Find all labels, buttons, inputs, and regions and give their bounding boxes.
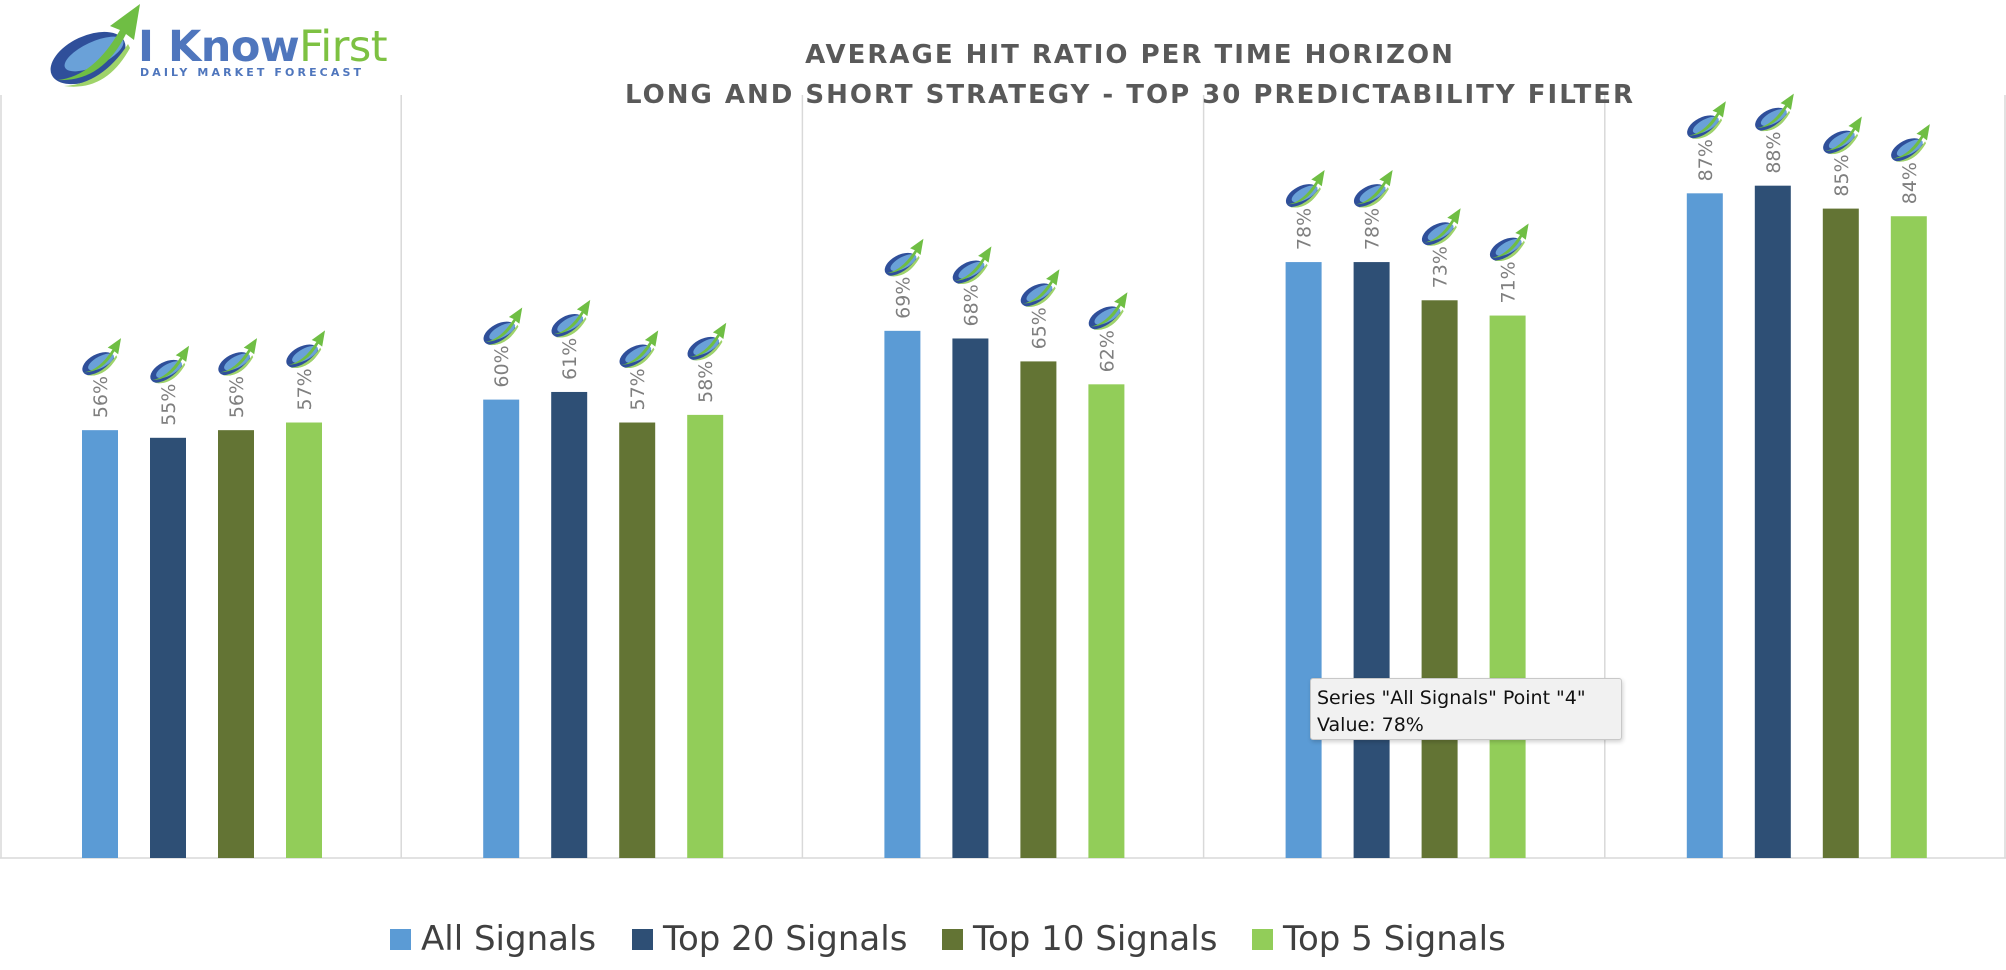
bar [1353,262,1390,859]
legend-swatch [1252,928,1273,950]
data-label: 60% [491,345,513,387]
data-label-logo-icon [479,307,523,348]
data-label-logo-icon [615,330,659,371]
data-label-logo-icon [880,238,924,279]
data-label: 85% [1831,154,1853,196]
legend-label: Top 20 Signals [663,919,908,959]
legend-item: All Signals [390,914,596,964]
data-label-logo-icon [1418,208,1461,249]
legend-swatch [632,928,653,950]
bar [551,391,588,858]
legend-item: Top 5 Signals [1252,914,1506,964]
logo-wordmark: I KnowFirst [138,22,388,72]
bar [286,422,322,858]
data-label-logo-icon [1486,223,1529,264]
bar [1686,193,1723,858]
logo-word-part2: First [299,22,388,72]
data-label-logo-icon [1282,169,1325,211]
bar [483,399,520,858]
bar [1754,185,1791,858]
data-label: 56% [90,376,112,418]
legend-item: Top 10 Signals [942,914,1217,964]
bar [218,430,254,858]
data-label: 57% [627,368,649,410]
logo-tagline: DAILY MARKET FORECAST [140,66,365,79]
data-label-logo-icon [146,345,190,386]
chart-tooltip: Series "All Signals" Point "4" Value: 78… [1310,678,1622,740]
bar [1489,315,1526,858]
data-label: 68% [960,284,982,326]
data-label-logo-icon [1350,169,1393,211]
data-label: 88% [1763,131,1785,173]
legend-label: Top 5 Signals [1283,919,1506,959]
bar [619,422,656,858]
legend-swatch [390,928,411,950]
data-label-logo-icon [282,330,326,371]
data-label-logo-icon [1751,93,1794,134]
legend-item: Top 20 Signals [632,914,907,964]
logo-swoosh-icon [50,4,140,87]
data-label-logo-icon [1887,124,1930,165]
data-label: 73% [1430,246,1452,288]
data-label: 65% [1028,307,1050,349]
data-label: 71% [1498,261,1520,303]
data-label: 61% [559,338,581,380]
data-label: 84% [1899,162,1921,204]
data-label-logo-icon [1084,292,1128,333]
bar [150,437,186,858]
data-label: 87% [1695,139,1717,181]
legend-label: All Signals [421,919,597,959]
bar [1822,208,1859,859]
data-label: 57% [294,368,316,410]
bar [1890,216,1927,859]
tooltip-series-point: Series "All Signals" Point "4" [1317,687,1586,709]
logo-word-part1: I Know [138,22,300,72]
data-label: 58% [695,361,717,403]
tooltip-value: Value: 78% [1317,714,1424,736]
bar [82,430,118,858]
data-label-logo-icon [78,338,122,379]
data-label: 62% [1096,330,1118,372]
bar [952,338,989,859]
data-label-logo-icon [948,246,992,287]
bar [1285,262,1322,859]
legend-swatch [942,928,963,950]
data-label-logo-icon [1683,101,1726,142]
data-label: 55% [158,384,180,426]
chart-subtitle: LONG AND SHORT STRATEGY - TOP 30 PREDICT… [625,80,1635,110]
data-label: 56% [226,376,248,418]
bar [1421,300,1458,858]
bar [1088,384,1125,858]
data-label-logo-icon [1819,116,1862,157]
data-label: 78% [1362,208,1384,250]
data-label-logo-icon [1016,269,1060,310]
bar [884,330,921,859]
data-label-logo-icon [547,299,591,340]
bar [1020,361,1057,858]
chart-title: AVERAGE HIT RATIO PER TIME HORIZON [805,40,1455,70]
data-label-logo-icon [683,322,727,363]
legend-label: Top 10 Signals [973,919,1218,959]
data-label-logo-icon [214,338,258,379]
chart-legend: All Signals Top 20 Signals Top 10 Signals T… [0,914,2006,964]
bar [687,414,724,858]
company-logo: I KnowFirst DAILY MARKET FORECAST [48,0,408,94]
data-label: 69% [892,277,914,319]
data-label: 78% [1294,208,1316,250]
